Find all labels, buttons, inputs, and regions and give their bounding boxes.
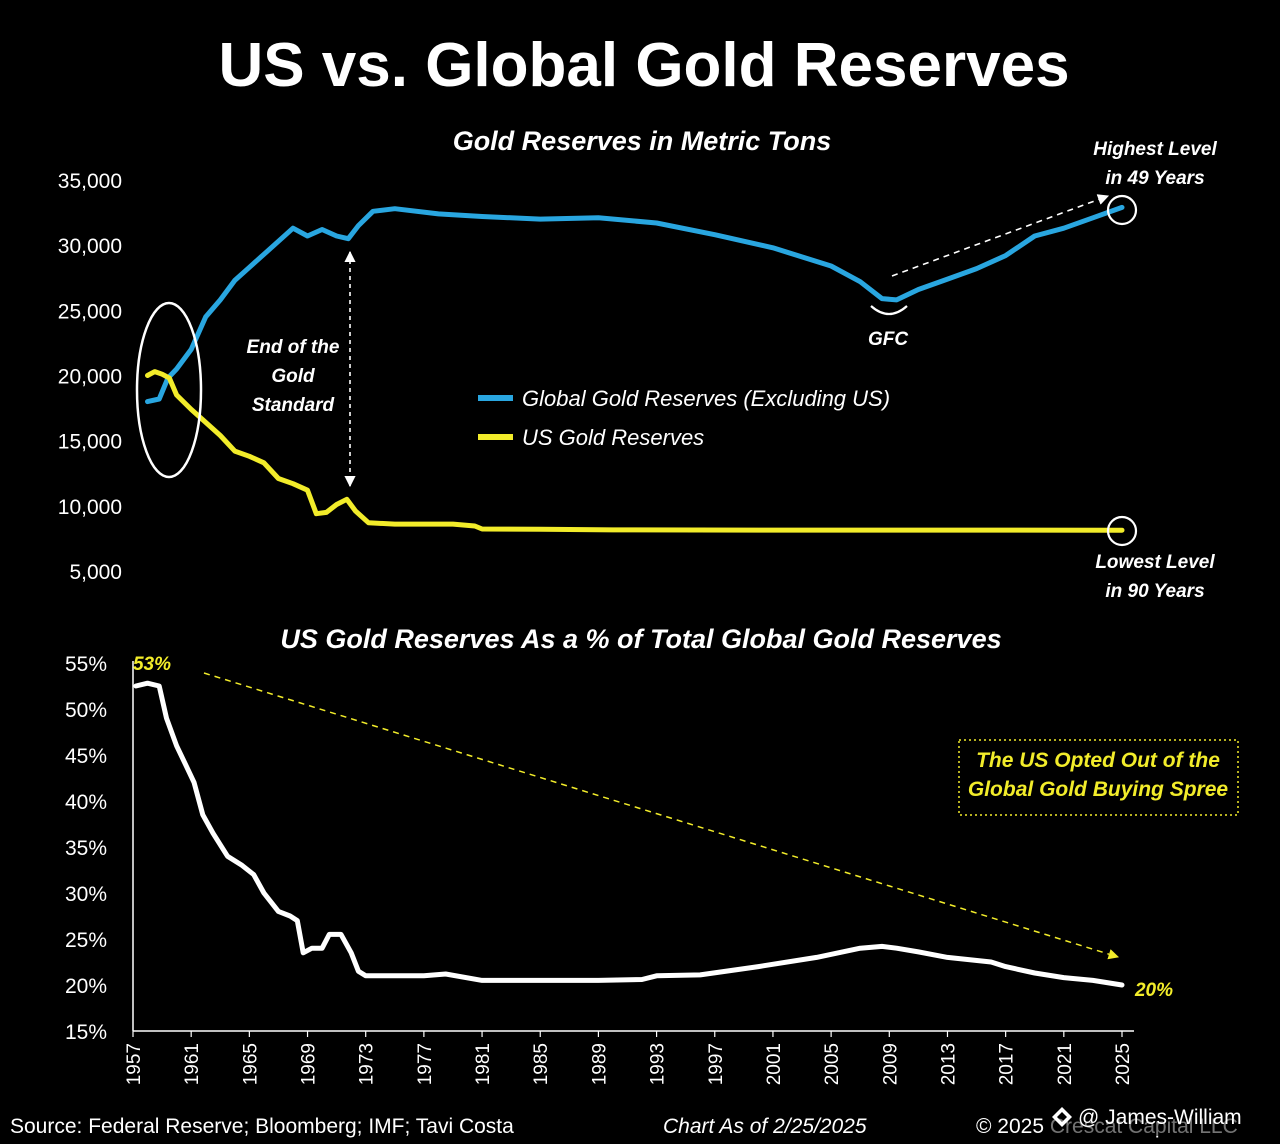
x-tick-label: 1977 (415, 1043, 436, 1085)
gfc-label: GFC (868, 329, 908, 350)
x-tick-label: 1957 (124, 1043, 145, 1085)
x-tick-label: 1981 (473, 1043, 494, 1085)
callout-line-2: Global Gold Buying Spree (968, 778, 1229, 801)
x-tick-label: 2009 (880, 1043, 901, 1085)
x-tick-label: 1973 (357, 1043, 378, 1085)
gold-standard-label-3: Standard (252, 395, 335, 416)
top-series-group (145, 204, 1125, 533)
bottom-y-tick-label: 20% (65, 975, 107, 998)
watermark-text: @ James-William (1078, 1106, 1242, 1129)
bottom-series-group (133, 680, 1125, 988)
us-reserves-line (145, 369, 1125, 533)
downtrend-arrow (203, 672, 1120, 960)
x-tick-label: 1969 (299, 1043, 320, 1085)
end-pct-label: 20% (1134, 980, 1173, 1001)
gfc-bracket (870, 305, 908, 316)
highest-label-1: Highest Level (1093, 139, 1217, 160)
gold-standard-label-2: Gold (271, 366, 315, 387)
x-tick-label: 2025 (1113, 1043, 1134, 1085)
top-y-tick-label: 25,000 (58, 300, 122, 323)
top-y-tick-label: 20,000 (58, 366, 122, 389)
highest-marker (1106, 194, 1138, 226)
x-tick-label: 1989 (589, 1043, 610, 1085)
top-y-tick-label: 10,000 (58, 496, 122, 519)
start-pct-label: 53% (133, 654, 171, 675)
x-tick-label: 2013 (938, 1043, 959, 1085)
main-title: US vs. Global Gold Reserves (218, 31, 1069, 100)
top-y-axis: 5,000 10,000 15,000 20,000 25,000 30,000 35,00… (58, 170, 122, 584)
top-y-tick-label: 30,000 (58, 235, 122, 258)
top-y-tick-label: 15,000 (58, 431, 122, 454)
bottom-y-tick-label: 50% (65, 699, 107, 722)
legend: Global Gold Reserves (Excluding US) US G… (478, 386, 890, 450)
x-tick-label: 2005 (822, 1043, 843, 1085)
crossover-ellipse (135, 301, 203, 479)
x-tick-label: 2001 (764, 1043, 785, 1085)
watermark-bg (1046, 1106, 1276, 1136)
bottom-y-tick-label: 25% (65, 929, 107, 952)
gfc-trend-arrow (891, 194, 1110, 277)
bottom-y-tick-label: 30% (65, 883, 107, 906)
x-tick-label: 2017 (997, 1043, 1018, 1085)
top-y-tick-label: 5,000 (69, 561, 122, 584)
legend-label-us: US Gold Reserves (522, 425, 704, 450)
x-tick-label: 1997 (706, 1043, 727, 1085)
bottom-y-tick-label: 15% (65, 1021, 107, 1044)
legend-label-global: Global Gold Reserves (Excluding US) (522, 386, 890, 411)
lowest-label-2: in 90 Years (1105, 581, 1204, 602)
lowest-label-1: Lowest Level (1095, 552, 1215, 573)
x-tick-label: 2021 (1055, 1043, 1076, 1085)
x-axis: 1957 1961 1965 1969 1973 1977 1981 1985 1989 1993… (124, 661, 1134, 1085)
bottom-y-tick-label: 55% (65, 653, 107, 676)
callout-line-1: The US Opted Out of the (976, 749, 1220, 772)
us-share-line (133, 680, 1125, 988)
bottom-y-tick-label: 35% (65, 837, 107, 860)
x-tick-label: 1985 (531, 1043, 552, 1085)
asof-text: Chart As of 2/25/2025 (663, 1115, 867, 1138)
bottom-chart-title: US Gold Reserves As a % of Total Global … (280, 624, 1001, 654)
bottom-y-axis: 15% 20% 25% 30% 35% 40% 45% 50% 55% (65, 653, 107, 1044)
global-reserves-line (145, 204, 1125, 405)
bottom-y-tick-label: 45% (65, 745, 107, 768)
source-text: Source: Federal Reserve; Bloomberg; IMF;… (10, 1115, 514, 1138)
watermark: @ James-William (1046, 1106, 1276, 1136)
x-tick-label: 1961 (182, 1043, 203, 1085)
x-tick-label: 1965 (240, 1043, 261, 1085)
bottom-y-tick-label: 40% (65, 791, 107, 814)
lowest-marker (1106, 515, 1138, 547)
top-y-tick-label: 35,000 (58, 170, 122, 193)
top-chart-title: Gold Reserves in Metric Tons (453, 126, 832, 156)
diamond-logo-icon (1052, 1107, 1072, 1127)
x-tick-label: 1993 (648, 1043, 669, 1085)
callout-box (958, 739, 1239, 816)
gold-standard-label-1: End of the (247, 337, 340, 358)
highest-label-2: in 49 Years (1105, 168, 1204, 189)
